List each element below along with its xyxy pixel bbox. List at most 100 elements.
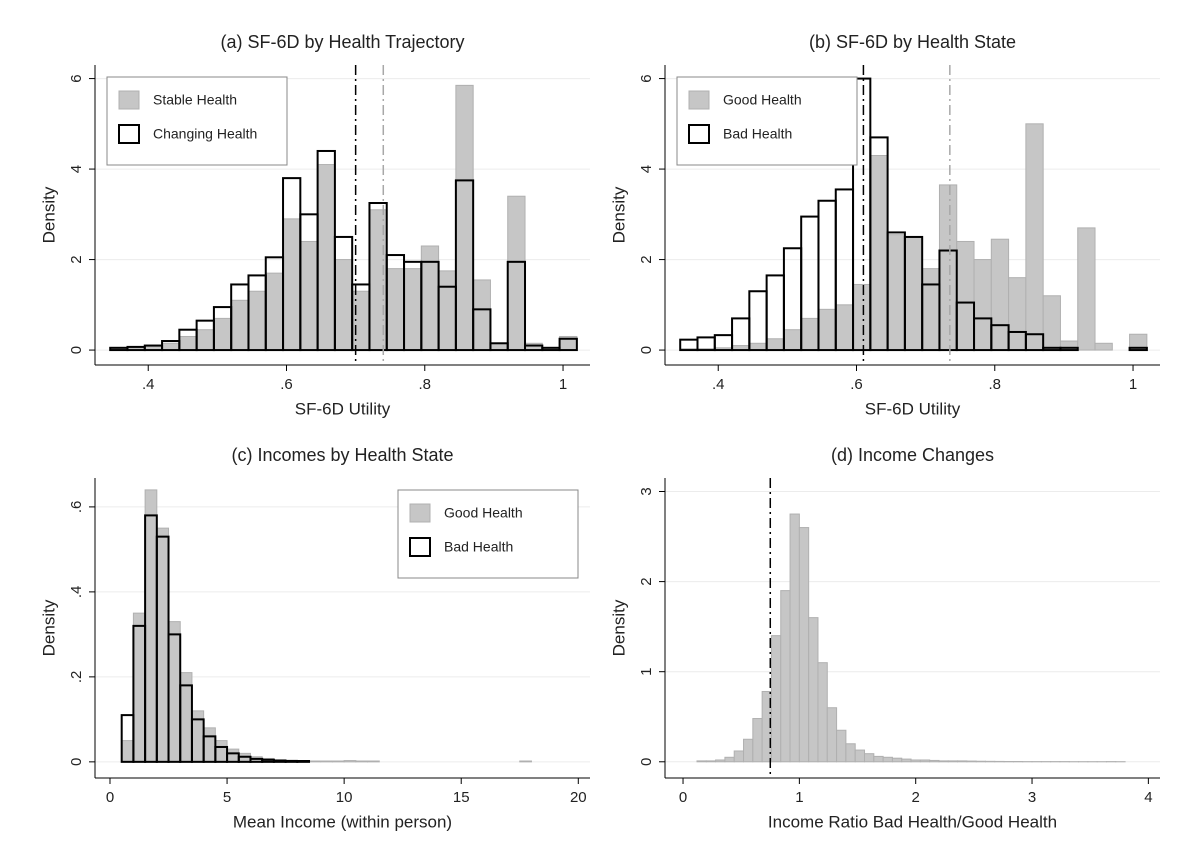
bar bbox=[132, 612, 146, 763]
y-axis-title: Density bbox=[39, 599, 58, 656]
x-tick-label: 1 bbox=[795, 789, 803, 806]
y-tick-label: 2 bbox=[68, 255, 85, 263]
x-tick-label: 0 bbox=[106, 789, 114, 806]
bar bbox=[230, 299, 249, 351]
y-tick-label: 1 bbox=[638, 668, 655, 676]
bar bbox=[519, 760, 532, 763]
x-tick-label: 20 bbox=[570, 789, 587, 806]
bar bbox=[343, 760, 357, 763]
bar bbox=[817, 662, 828, 763]
bar bbox=[299, 240, 319, 351]
y-tick-label: .6 bbox=[68, 501, 85, 514]
chart-title: (c) Incomes by Health State bbox=[231, 445, 453, 465]
legend-swatch bbox=[409, 503, 431, 523]
x-axis-title: Mean Income (within person) bbox=[233, 812, 452, 831]
bar bbox=[901, 758, 912, 763]
bar bbox=[282, 218, 301, 351]
bar bbox=[1059, 346, 1079, 352]
bar bbox=[247, 290, 267, 351]
bar bbox=[489, 342, 509, 351]
bar bbox=[1094, 342, 1113, 351]
y-tick-label: 4 bbox=[638, 165, 655, 173]
bar bbox=[938, 249, 958, 352]
bar bbox=[1025, 123, 1044, 351]
legend-swatch bbox=[118, 124, 140, 144]
bar bbox=[284, 760, 299, 763]
legend-label: Good Health bbox=[723, 92, 802, 108]
bar bbox=[320, 760, 333, 763]
x-tick-label: 1 bbox=[1129, 376, 1137, 393]
y-tick-label: 6 bbox=[68, 74, 85, 82]
legend-box bbox=[397, 489, 579, 579]
legend-swatch bbox=[688, 124, 710, 144]
bar bbox=[845, 743, 856, 763]
bar bbox=[558, 337, 578, 352]
bar bbox=[696, 760, 707, 763]
bar bbox=[798, 527, 810, 763]
bar bbox=[826, 707, 838, 763]
y-tick-label: 2 bbox=[638, 577, 655, 585]
y-axis-title: Density bbox=[39, 186, 58, 243]
bar bbox=[168, 621, 181, 763]
bar bbox=[705, 760, 717, 763]
bar bbox=[929, 759, 940, 763]
x-tick-label: 0 bbox=[679, 789, 687, 806]
bar bbox=[455, 84, 474, 351]
bar bbox=[144, 489, 158, 763]
legend-swatch bbox=[409, 537, 431, 557]
bar bbox=[743, 738, 754, 763]
bar bbox=[873, 755, 884, 763]
bar bbox=[973, 259, 992, 351]
bar bbox=[368, 209, 388, 351]
bar bbox=[367, 760, 380, 763]
bar bbox=[317, 164, 336, 351]
bar bbox=[800, 317, 819, 351]
bar bbox=[121, 740, 134, 763]
y-axis-title: Density bbox=[609, 599, 628, 656]
bar bbox=[904, 236, 923, 351]
bar bbox=[882, 756, 893, 763]
bar bbox=[506, 260, 527, 352]
bar bbox=[748, 290, 768, 352]
bar bbox=[507, 195, 526, 351]
bar bbox=[990, 238, 1010, 351]
y-tick-label: 0 bbox=[68, 346, 85, 354]
bar bbox=[454, 179, 475, 352]
y-tick-label: 4 bbox=[68, 165, 85, 173]
x-axis-title: SF-6D Utility bbox=[865, 399, 961, 418]
bar bbox=[817, 308, 837, 351]
legend-label: Stable Health bbox=[153, 92, 237, 108]
bar bbox=[715, 759, 726, 763]
bar bbox=[975, 760, 986, 763]
y-tick-label: 0 bbox=[638, 346, 655, 354]
y-tick-label: 3 bbox=[638, 487, 655, 495]
x-tick-label: 4 bbox=[1144, 789, 1152, 806]
x-tick-label: 3 bbox=[1028, 789, 1036, 806]
x-tick-label: 10 bbox=[336, 789, 353, 806]
bar bbox=[836, 729, 847, 763]
bar bbox=[835, 304, 854, 351]
bar bbox=[351, 290, 370, 351]
x-tick-label: .8 bbox=[989, 376, 1002, 393]
bar bbox=[766, 338, 785, 351]
bar bbox=[403, 268, 422, 351]
bar bbox=[156, 527, 170, 763]
y-tick-label: .2 bbox=[68, 671, 85, 684]
x-tick-label: 1 bbox=[559, 376, 567, 393]
y-tick-label: 0 bbox=[68, 758, 85, 766]
legend-swatch bbox=[118, 90, 140, 110]
bar bbox=[214, 740, 228, 763]
bar bbox=[947, 760, 959, 763]
x-axis-title: Income Ratio Bad Health/Good Health bbox=[768, 812, 1057, 831]
bar bbox=[921, 268, 940, 351]
bar bbox=[783, 329, 802, 351]
y-tick-label: .4 bbox=[68, 586, 85, 599]
bar bbox=[808, 617, 819, 763]
bar bbox=[196, 329, 215, 351]
bar bbox=[331, 760, 345, 763]
legend-label: Bad Health bbox=[444, 539, 513, 555]
bar bbox=[956, 240, 975, 351]
bar bbox=[1008, 277, 1027, 351]
bar bbox=[1024, 333, 1045, 352]
bar bbox=[789, 513, 800, 763]
